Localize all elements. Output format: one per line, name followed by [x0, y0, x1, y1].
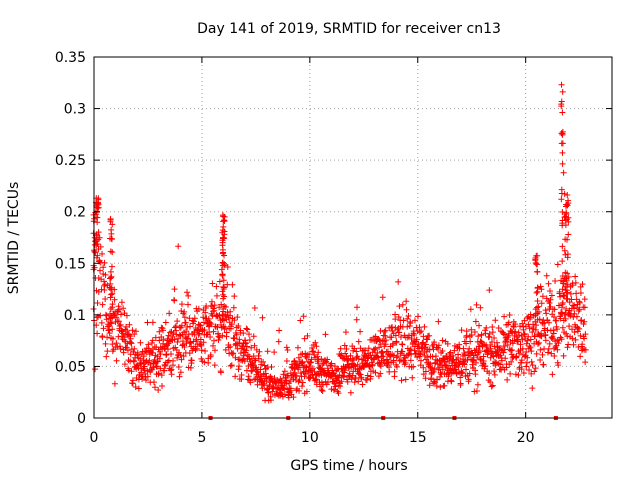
y-tick-label: 0.15: [55, 256, 86, 272]
chart-title: Day 141 of 2019, SRMTID for receiver cn1…: [197, 21, 501, 37]
x-tick-label: 0: [90, 430, 99, 446]
x-tick-label: 20: [517, 430, 535, 446]
y-axis-label: SRMTID / TECUs: [6, 182, 22, 295]
x-tick-label: 15: [409, 430, 427, 446]
y-tick-label: 0.25: [55, 153, 86, 169]
y-tick-label: 0.3: [64, 102, 86, 118]
x-tick-label: 10: [301, 430, 319, 446]
x-axis-label: GPS time / hours: [290, 458, 407, 474]
y-tick-label: 0.05: [55, 359, 86, 375]
y-tick-label: 0: [77, 411, 86, 427]
y-tick-label: 0.2: [64, 205, 86, 221]
y-tick-label: 0.35: [55, 50, 86, 66]
scatter-chart: 0 0.05 0.1 0.15 0.2 0.25 0.3 0.35 0 5 10 15 20 Day 1…: [0, 0, 640, 480]
y-tick-label: 0.1: [64, 308, 86, 324]
x-tick-label: 5: [197, 430, 206, 446]
